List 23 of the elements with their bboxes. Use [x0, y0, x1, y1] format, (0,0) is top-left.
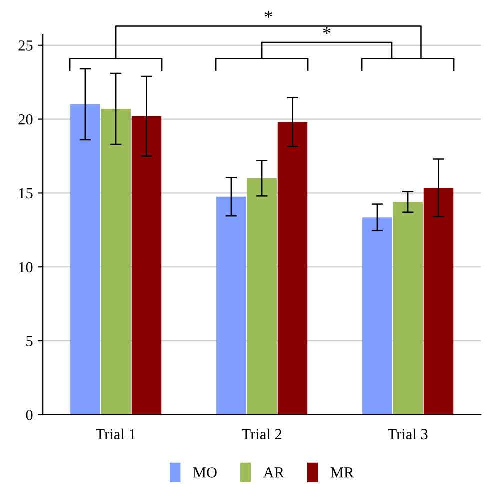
y-tick-label: 5 [26, 336, 33, 346]
legend-label: AR [264, 468, 285, 478]
legend-label: MO [193, 468, 217, 478]
y-tick-label: 15 [19, 188, 33, 199]
legend-label: MR [330, 468, 354, 478]
bar [393, 202, 423, 415]
text: * [265, 11, 272, 18]
bar [101, 108, 131, 415]
x-tick-label: Trial 2 [242, 428, 282, 440]
y-tick-label: 25 [18, 40, 33, 51]
bar [424, 188, 454, 415]
x-tick-label: Trial 1 [96, 428, 136, 440]
y-tick-label: 10 [19, 262, 33, 273]
bar [216, 196, 246, 415]
bar [247, 178, 277, 415]
bar [278, 122, 308, 415]
x-tick-label: Trial 3 [388, 428, 428, 440]
y-tick-label: 0 [26, 410, 33, 420]
bar [132, 116, 162, 415]
y-tick-label: 20 [18, 114, 33, 125]
text: * [323, 28, 331, 34]
bar [70, 104, 100, 415]
bar [362, 218, 392, 415]
